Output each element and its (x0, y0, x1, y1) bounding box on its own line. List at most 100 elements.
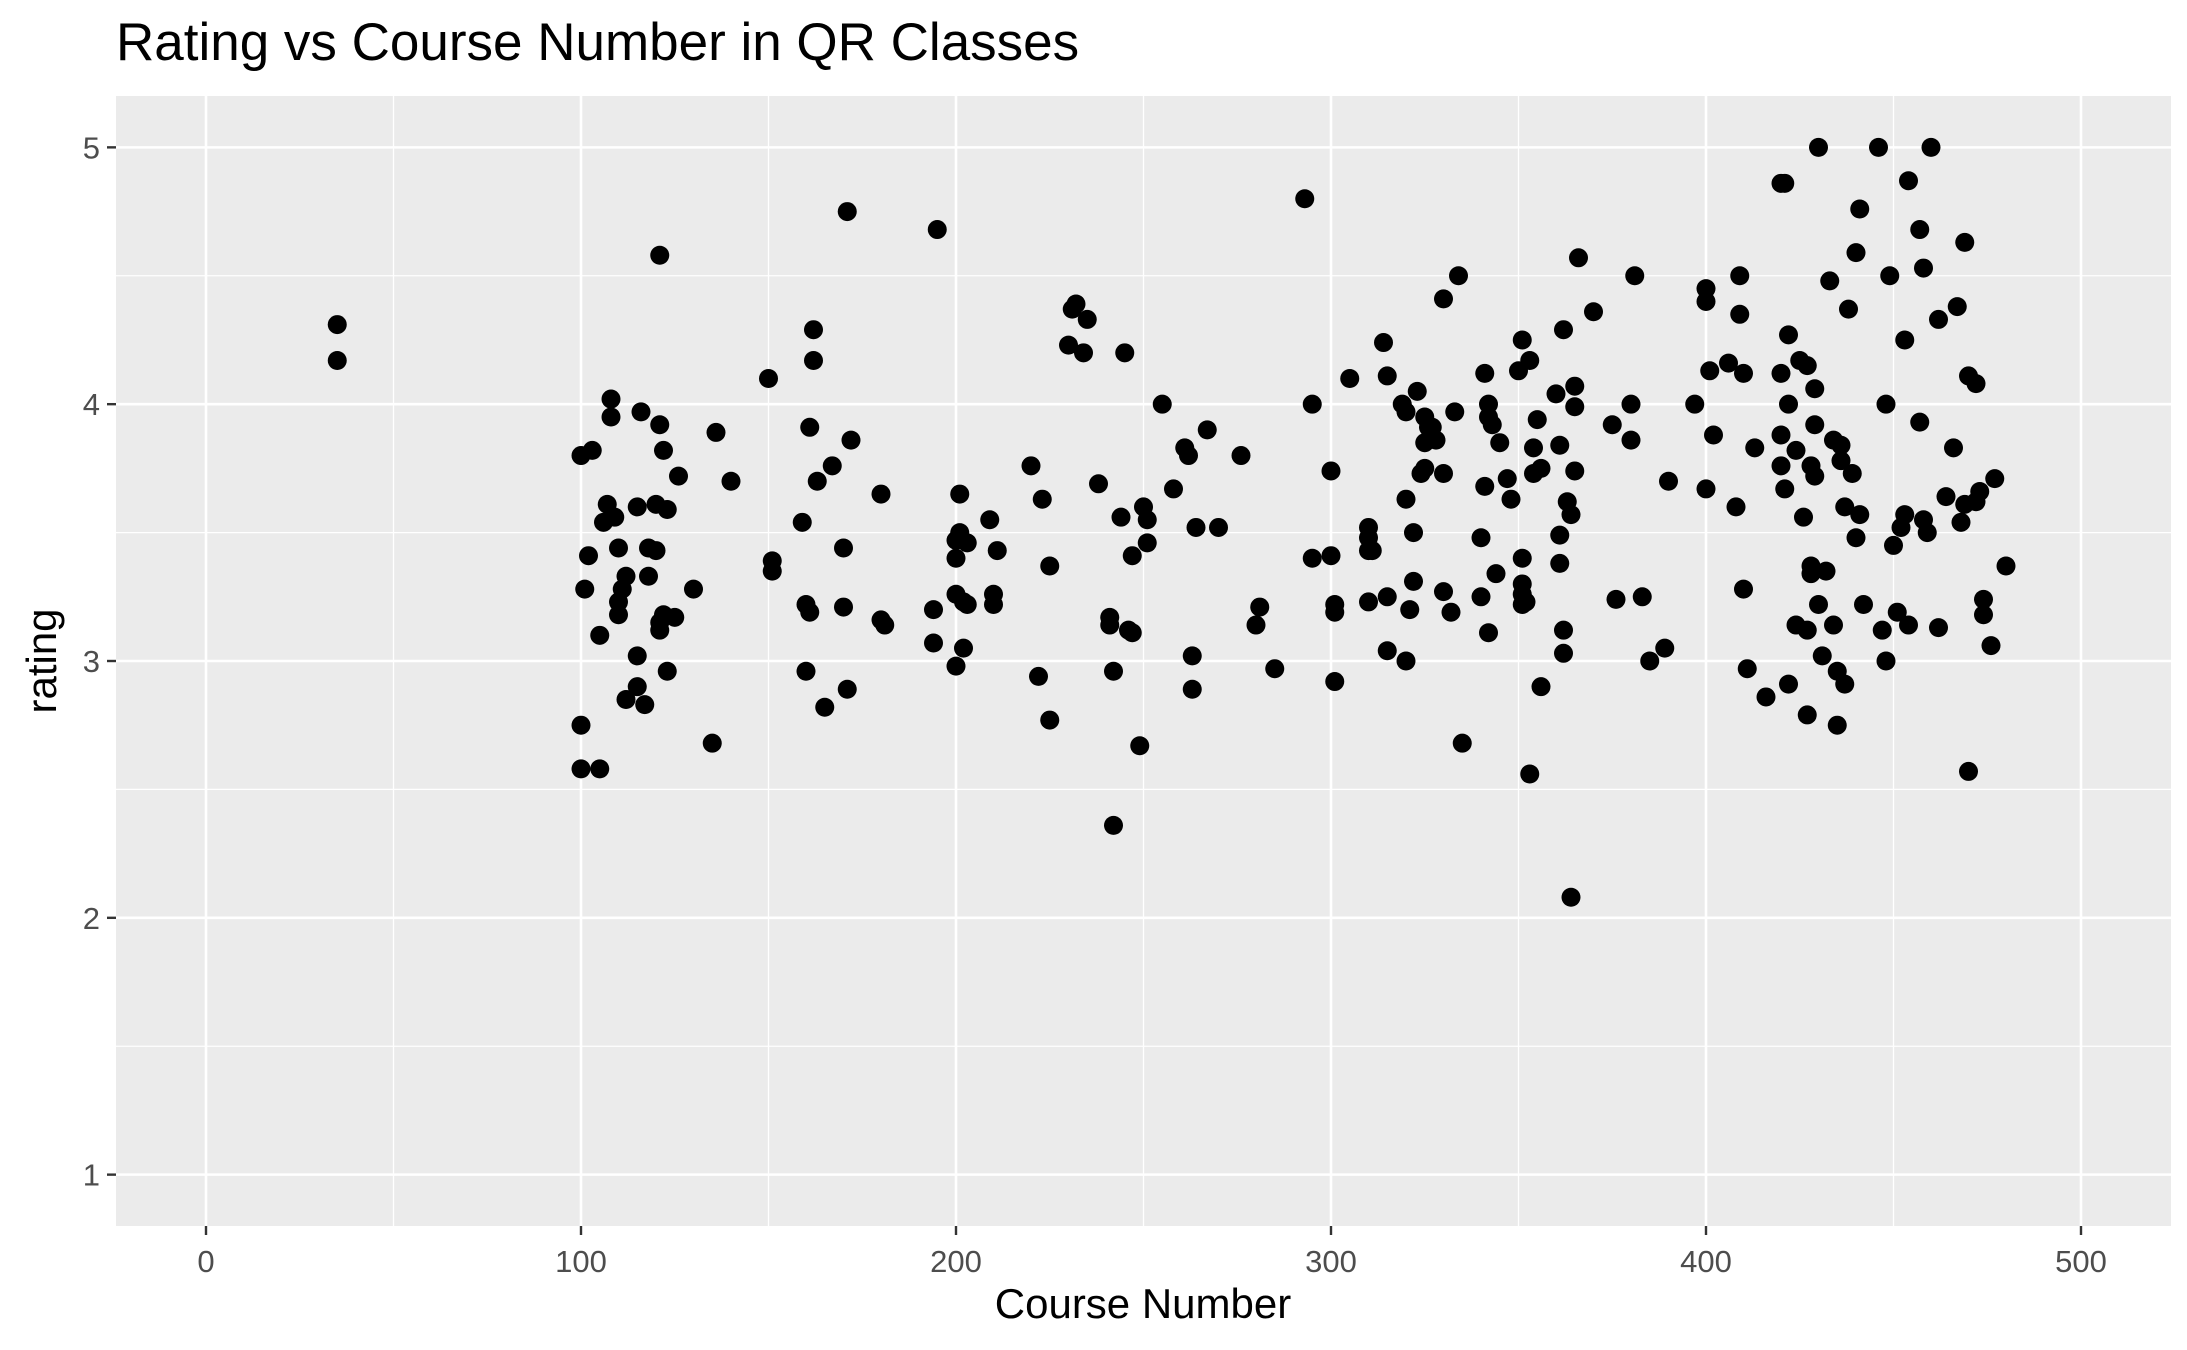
data-point (1059, 335, 1078, 355)
data-point (1974, 605, 1993, 625)
data-point (1779, 674, 1798, 694)
data-point (804, 351, 823, 371)
data-point (1910, 220, 1930, 240)
data-point (1512, 548, 1532, 568)
data-point (1696, 479, 1716, 499)
data-point (1621, 430, 1641, 450)
data-point (1734, 363, 1753, 383)
data-point (1880, 266, 1900, 286)
data-point (1546, 384, 1566, 404)
data-point (1550, 525, 1570, 545)
data-point (1655, 638, 1675, 658)
data-point (1876, 651, 1896, 671)
data-point (1520, 764, 1540, 784)
data-point (1396, 651, 1416, 671)
data-point (1452, 733, 1472, 753)
data-point (575, 579, 595, 599)
data-point (1869, 137, 1888, 157)
data-point (1471, 528, 1491, 548)
y-axis-title: rating (18, 608, 65, 713)
chart-title: Rating vs Course Number in QR Classes (116, 13, 1079, 72)
data-point (1910, 412, 1930, 432)
data-point (1700, 361, 1720, 381)
data-point (1921, 137, 1941, 157)
data-point (639, 566, 658, 586)
y-tick-label: 5 (83, 130, 100, 165)
data-point (1186, 517, 1206, 537)
data-point (1936, 487, 1956, 507)
data-point (1756, 687, 1776, 707)
data-point (1137, 533, 1157, 553)
data-point (1340, 369, 1360, 388)
data-point (1850, 199, 1870, 219)
data-point (1771, 456, 1791, 476)
data-point (1827, 715, 1847, 735)
axes: 0 100 200 300 400 500 1 2 3 4 5 (83, 130, 2107, 1279)
data-point (1479, 623, 1498, 643)
data-point (571, 715, 591, 735)
data-point (601, 389, 621, 409)
data-point (1265, 659, 1285, 679)
data-point (1846, 243, 1866, 263)
data-point (665, 607, 685, 627)
data-point (1835, 674, 1855, 694)
x-tick-label: 500 (2055, 1244, 2107, 1279)
data-point (1182, 679, 1202, 699)
data-point (721, 471, 741, 491)
data-point (924, 600, 943, 620)
data-point (1786, 440, 1806, 460)
data-point (1182, 646, 1202, 666)
data-point (1839, 299, 1858, 319)
data-point (1805, 415, 1825, 435)
data-point (1130, 736, 1150, 756)
x-tick-label: 0 (197, 1244, 214, 1279)
data-point (1404, 571, 1423, 591)
data-point (1434, 464, 1453, 484)
data-point (582, 440, 602, 460)
data-point (1947, 297, 1967, 317)
data-point (987, 541, 1007, 561)
data-point (1816, 561, 1836, 581)
data-point (1396, 402, 1416, 422)
data-point (650, 245, 670, 265)
data-point (1152, 394, 1172, 414)
data-point (1779, 325, 1798, 345)
data-point (650, 620, 670, 640)
data-point (1561, 505, 1581, 525)
data-point (1531, 677, 1551, 697)
x-tick-label: 200 (930, 1244, 982, 1279)
data-point (1137, 510, 1157, 530)
data-point (1606, 589, 1626, 609)
data-point (1779, 394, 1798, 414)
data-point (1805, 379, 1825, 399)
data-point (946, 548, 966, 568)
data-point (1775, 173, 1795, 193)
data-point (1115, 343, 1135, 363)
data-point (1929, 309, 1948, 329)
data-point (1550, 435, 1570, 455)
data-point (1246, 615, 1266, 635)
y-tick-label: 3 (83, 644, 100, 679)
data-point (1486, 564, 1506, 584)
data-point (1730, 266, 1750, 286)
data-point (1820, 271, 1840, 291)
data-point (954, 638, 973, 658)
data-point (1602, 415, 1622, 435)
data-point (1295, 189, 1315, 209)
data-point (837, 679, 857, 699)
data-point (616, 566, 636, 586)
data-point (1325, 602, 1345, 622)
data-point (1377, 641, 1397, 661)
data-point (1374, 333, 1393, 353)
data-point (1434, 582, 1453, 602)
data-point (927, 220, 947, 240)
data-point (1794, 507, 1813, 527)
data-point (1302, 548, 1322, 568)
data-point (1565, 461, 1585, 481)
data-point (1914, 258, 1933, 278)
data-point (1449, 266, 1468, 286)
data-point (946, 656, 966, 676)
data-point (1407, 381, 1427, 401)
data-point (1527, 410, 1547, 430)
